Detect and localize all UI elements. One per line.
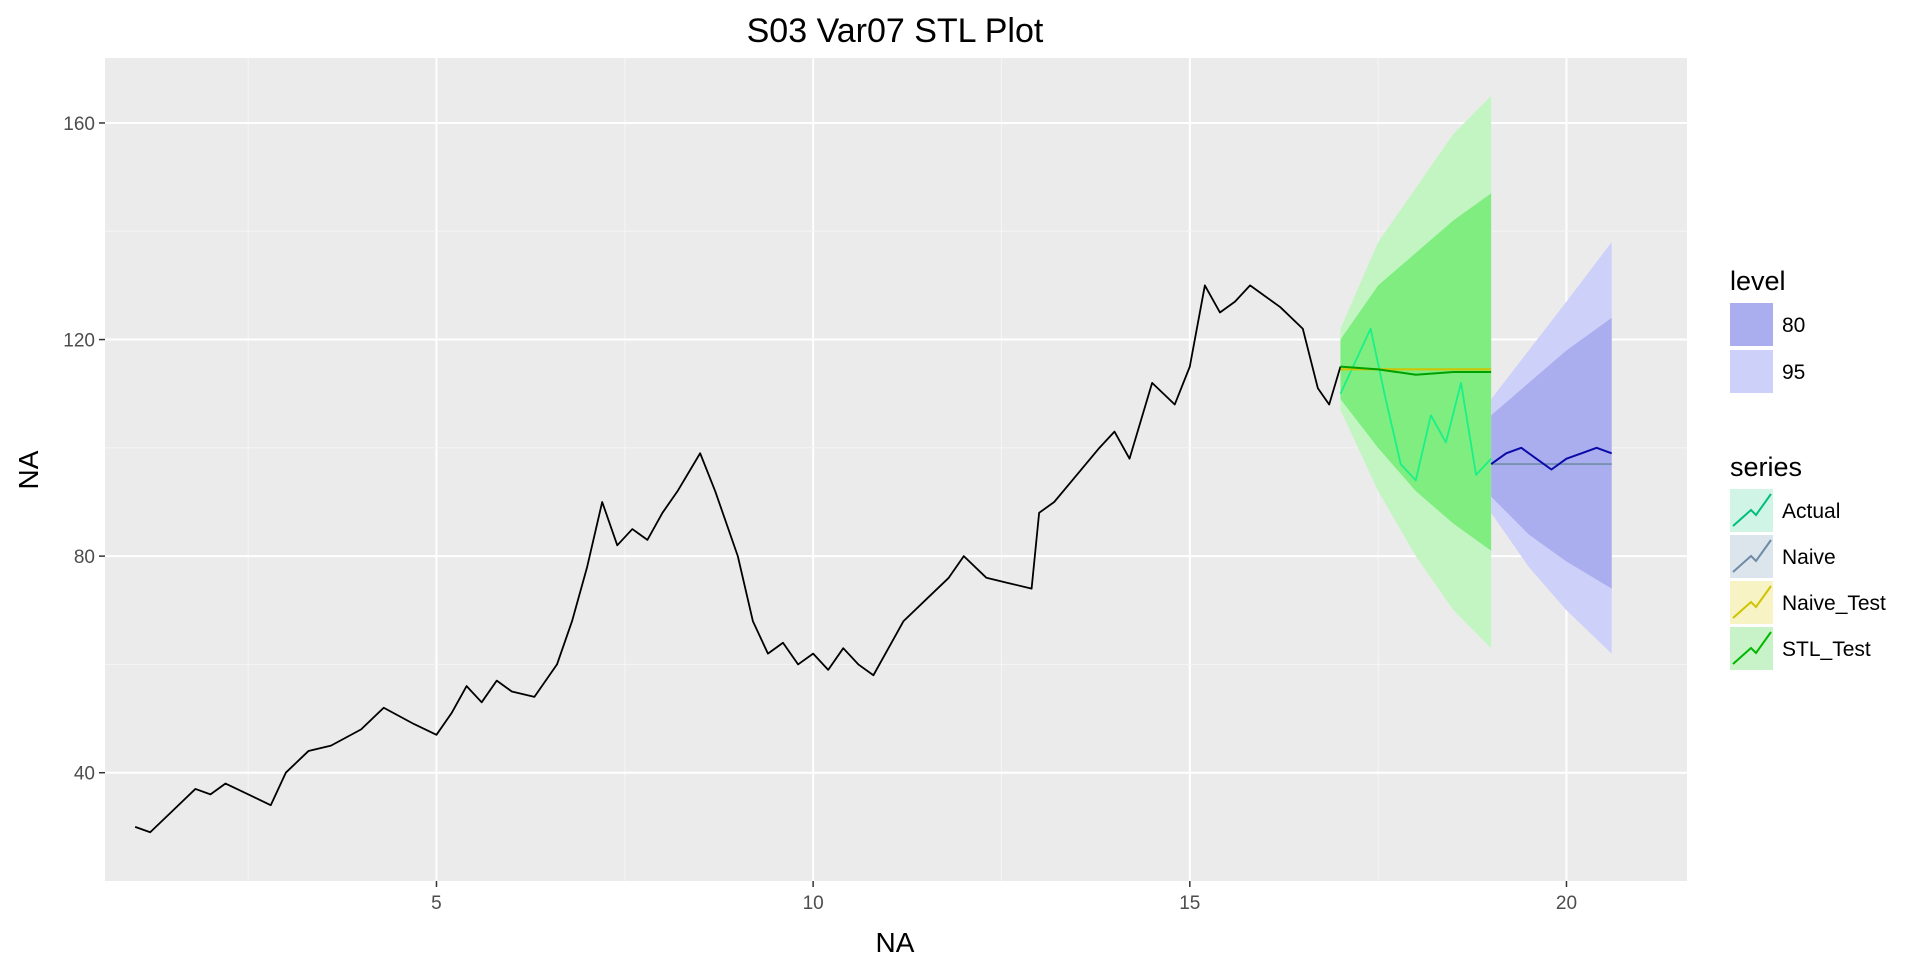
axis-ticks: 5 10 15 20 40 80 120 160 [63, 114, 1577, 914]
legend-series-label: Naive [1782, 546, 1836, 569]
legend-level-label: 95 [1782, 361, 1805, 384]
y-tick-label: 160 [63, 114, 95, 135]
legend-level-title: level [1730, 266, 1786, 296]
chart-title: S03 Var07 STL Plot [747, 12, 1044, 50]
actual-line [1339, 327, 1492, 482]
stl-test-line [1340, 365, 1492, 376]
legend-series-glyph [1732, 585, 1772, 619]
series-lines [134, 284, 1613, 834]
y-tick-label: 120 [63, 331, 95, 352]
legend-level-label: 80 [1782, 314, 1805, 337]
legend: level 80 95 series Actual Naive Naive_Test STL_… [1730, 266, 1886, 670]
forecast-band-80 [1491, 317, 1612, 589]
legend-series-glyph [1732, 493, 1772, 527]
test-band-80 [1340, 193, 1492, 551]
legend-series-label: Actual [1782, 500, 1840, 523]
history-line [134, 284, 1342, 834]
legend-series-glyph [1732, 631, 1772, 665]
x-tick-label: 10 [803, 893, 824, 914]
y-axis-title: NA [13, 450, 44, 489]
prediction-bands [1340, 95, 1612, 654]
legend-series-glyph [1732, 539, 1772, 573]
y-tick-label: 40 [74, 764, 95, 785]
legend-series-label: STL_Test [1782, 638, 1871, 661]
x-axis-title: NA [876, 927, 915, 958]
y-tick-label: 80 [74, 547, 95, 568]
legend-series-label: Naive_Test [1782, 592, 1886, 615]
legend-level-key [1730, 350, 1773, 393]
legend-level-key [1730, 303, 1773, 346]
x-tick-label: 15 [1179, 893, 1200, 914]
legend-series-title: series [1730, 452, 1802, 482]
stl-forecast-line [1490, 446, 1613, 471]
x-tick-label: 20 [1556, 893, 1577, 914]
x-tick-label: 5 [431, 893, 442, 914]
